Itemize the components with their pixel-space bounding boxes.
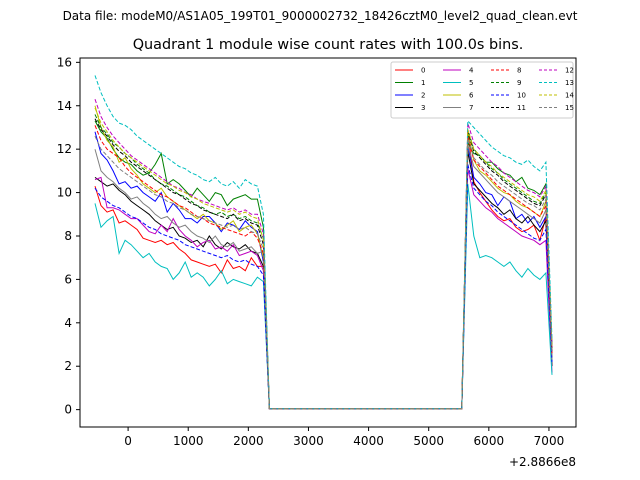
y-tick-label: 4 [64, 316, 72, 330]
y-tick-label: 16 [57, 55, 72, 69]
series-line-15 [94, 135, 553, 410]
x-tick-label: 6000 [474, 434, 505, 448]
x-tick-label: 0 [124, 434, 132, 448]
legend-label-12: 12 [565, 67, 574, 75]
legend-label-6: 6 [469, 92, 474, 100]
series-line-14 [94, 107, 553, 410]
x-tick-label: 4000 [353, 434, 384, 448]
series-line-5 [94, 183, 553, 410]
series-line-8 [94, 125, 553, 410]
y-tick-label: 10 [57, 186, 72, 200]
legend-label-9: 9 [517, 79, 521, 87]
plot-area [80, 58, 576, 427]
y-tick-label: 0 [64, 403, 72, 417]
chart-title: Quadrant 1 module wise count rates with … [133, 37, 524, 53]
legend-label-14: 14 [565, 92, 574, 100]
series-line-0 [94, 129, 553, 410]
y-tick-label: 12 [57, 142, 72, 156]
legend-label-0: 0 [421, 67, 425, 75]
legend-label-5: 5 [469, 79, 473, 87]
plot-frame [79, 57, 577, 428]
series-group [94, 75, 553, 410]
legend-label-15: 15 [565, 104, 574, 112]
series-line-13 [94, 75, 553, 410]
legend-label-13: 13 [565, 79, 574, 87]
series-line-4 [94, 168, 553, 410]
legend-label-11: 11 [517, 104, 526, 112]
y-tick-label: 6 [64, 272, 72, 286]
legend-label-2: 2 [421, 92, 425, 100]
legend-frame [390, 61, 574, 119]
figure-suptitle: Data file: modeM0/AS1A05_199T01_90000027… [63, 9, 578, 23]
legend-label-7: 7 [469, 104, 473, 112]
legend-label-4: 4 [469, 67, 474, 75]
series-line-3 [94, 151, 553, 410]
legend-label-1: 1 [421, 79, 425, 87]
x-tick-label: 1000 [173, 434, 204, 448]
series-line-1 [94, 120, 553, 410]
x-tick-label: 2000 [233, 434, 264, 448]
x-tick-label: 5000 [413, 434, 444, 448]
y-axis: 0 2 4 6 8 10 12 14 16 [57, 55, 80, 417]
y-tick-label: 14 [57, 99, 72, 113]
y-tick-label: 8 [64, 229, 72, 243]
series-line-7 [94, 144, 553, 410]
y-tick-label: 2 [64, 359, 72, 373]
x-axis-offset-label: +2.8866e8 [509, 455, 576, 469]
series-line-12 [94, 99, 553, 410]
x-axis: 0 1000 2000 3000 4000 5000 6000 7000 [124, 427, 564, 448]
series-line-10 [94, 164, 553, 410]
x-tick-label: 7000 [534, 434, 565, 448]
legend-label-8: 8 [517, 67, 521, 75]
legend-label-3: 3 [421, 104, 425, 112]
series-line-11 [94, 118, 553, 410]
legend-label-10: 10 [517, 92, 526, 100]
series-line-6 [94, 105, 553, 410]
x-tick-label: 3000 [293, 434, 324, 448]
